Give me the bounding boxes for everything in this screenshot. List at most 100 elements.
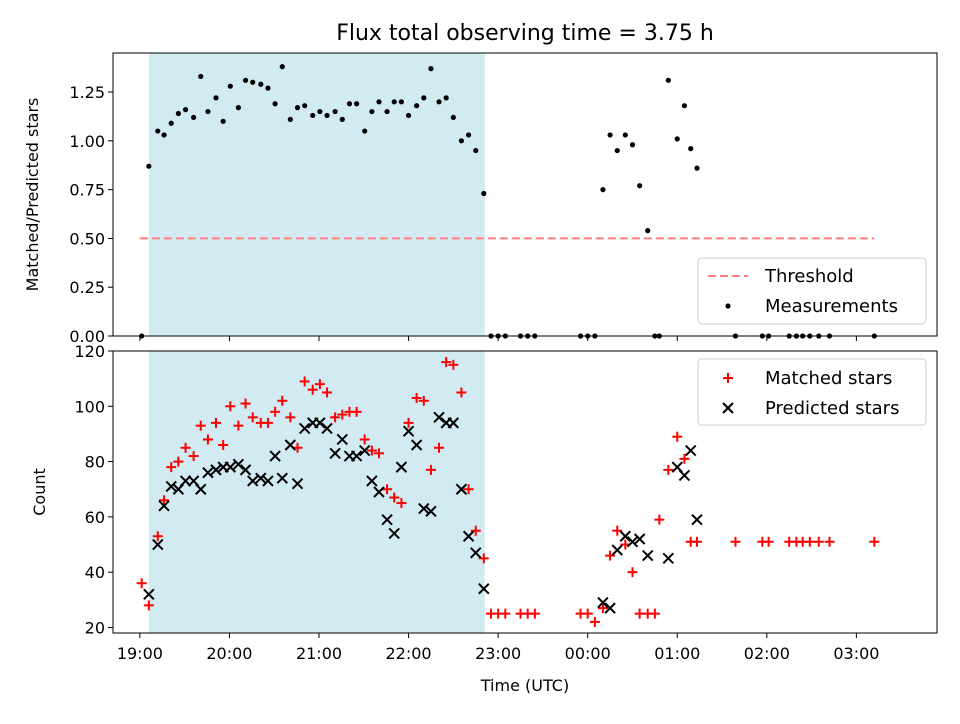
x-axis-label: Time (UTC) [480,676,569,695]
matched-point [382,484,393,495]
count-y-tick-label: 80 [85,453,105,472]
count-points [136,357,880,627]
predicted-point [239,464,252,476]
measurement-point [279,64,285,70]
matched-point [143,600,154,611]
measurement-point [198,73,204,80]
legend-matched-swatch [723,373,733,383]
matched-point [270,406,281,417]
measurement-point [362,128,368,134]
predicted-point [626,536,639,548]
measurement-point [242,77,249,83]
predicted-point [358,444,371,457]
measurement-point [481,190,487,197]
matched-point [804,536,815,547]
predicted-point [195,483,207,495]
predicted-point [470,547,482,559]
predicted-point [276,472,288,484]
matched-point [136,578,147,589]
ratio-observing-window-shade [148,53,485,336]
predicted-point [373,486,385,498]
predicted-point [678,469,691,482]
matched-point [813,536,824,547]
measurement-point [354,101,360,107]
ratio-plot-frame [112,52,938,337]
predicted-point [202,466,214,479]
matched-point [233,420,244,431]
measurement-point [391,99,397,105]
matched-point [649,608,660,619]
matched-point [456,387,467,398]
ratio-y-axis-label: Matched/Predicted stars [23,98,42,292]
measurement-point [205,108,211,115]
ratio-y-axis-ticks: 0.00 0.25 0.50 0.75 1.00 1.25 [69,83,113,346]
predicted-point [684,444,697,457]
measurement-point [421,95,427,101]
predicted-point [418,502,430,515]
x-tick-label: 02:00 [744,644,790,663]
ratio-panel: 0.00 0.25 0.50 0.75 1.00 1.25 Matched/Predict… [23,52,938,346]
predicted-point [433,411,445,424]
predicted-point [395,461,408,473]
ratio-y-tick-label: 0.75 [69,181,105,200]
count-legend: Matched stars Predicted stars [697,358,927,426]
predicted-point [350,450,363,462]
predicted-point [447,417,460,429]
matched-point [663,464,674,475]
count-y-tick-label: 120 [74,342,105,361]
matched-point [389,492,400,503]
legend-predicted-label: Predicted stars [765,398,899,419]
predicted-point [158,500,170,512]
x-tick-label: 19:00 [117,644,163,663]
measurement-point [600,187,606,193]
measurement-point [213,95,219,101]
measurement-point [473,147,479,154]
predicted-point [284,439,297,451]
x-tick-label: 22:00 [386,644,432,663]
predicted-point [321,422,333,435]
matched-point [351,406,362,417]
measurement-point [681,103,688,109]
measurement-point [265,85,271,91]
x-tick-label: 23:00 [475,644,521,663]
measurement-point [369,108,375,115]
matched-point [299,376,310,387]
predicted-point [478,583,490,595]
measurement-point [614,147,620,154]
count-x-axis-ticks: 19:00 20:00 21:00 22:00 23:00 00:00 01:00 02:00… [117,633,879,663]
matched-point [218,440,229,450]
count-y-axis-label: Count [30,468,49,516]
measurement-point [146,163,152,169]
predicted-point [210,464,222,476]
ratio-y-tick-label: 0.25 [69,278,105,297]
matched-point [627,567,638,578]
measurement-point [294,105,301,111]
matched-point [654,514,665,525]
measurement-point [665,77,671,83]
matched-point [314,379,325,390]
x-tick-label: 21:00 [296,644,342,663]
measurement-point [645,228,651,234]
predicted-point [662,552,675,565]
matched-point [597,603,608,614]
measurement-point [674,136,680,142]
measurement-point [450,114,456,121]
matched-point [605,550,616,561]
measurement-point [220,118,226,124]
matched-point [691,536,702,547]
measurement-point [398,99,404,105]
predicted-point [329,447,341,460]
ratio-y-tick-label: 0.50 [69,229,105,248]
predicted-point [165,480,177,493]
measurement-point [182,107,189,113]
x-tick-label: 00:00 [565,644,611,663]
measurement-point [339,116,345,122]
matched-point [448,359,459,370]
measurement-point [332,108,338,115]
x-tick-label: 01:00 [654,644,700,663]
matched-point [195,420,206,431]
matched-point [582,608,593,619]
matched-point [211,417,221,428]
chart-title: Flux total observing time = 3.75 h [336,21,714,46]
matched-point [418,395,429,406]
